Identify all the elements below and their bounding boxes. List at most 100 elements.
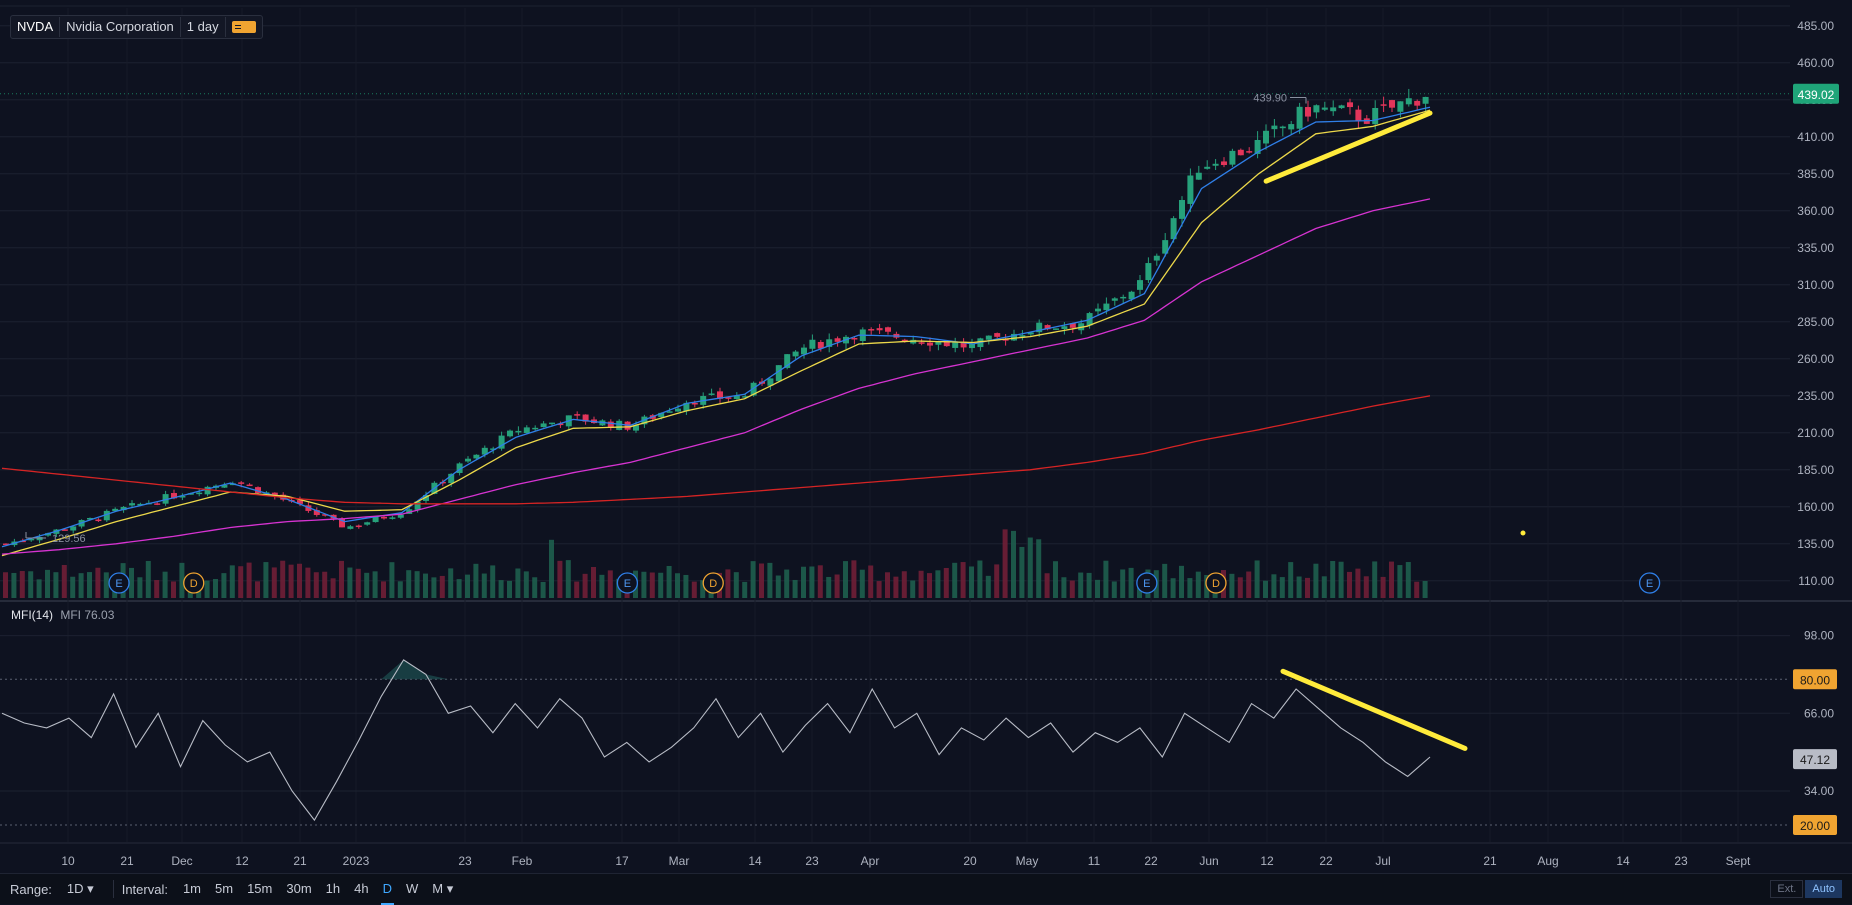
candle-body: [171, 493, 177, 499]
candle-body: [129, 503, 135, 506]
range-select[interactable]: 1D ▾: [66, 881, 94, 896]
candle-body: [1389, 100, 1395, 108]
interval-M[interactable]: M ▾: [432, 881, 454, 896]
candle-body: [347, 526, 354, 529]
mfi-overbought-fill: [381, 659, 449, 680]
price-chart[interactable]: 485.00460.00435.00410.00385.00360.00335.…: [0, 0, 1852, 873]
volume-bar: [784, 569, 790, 598]
drawing-dot: [1520, 530, 1526, 536]
volume-bar: [473, 563, 479, 598]
symbol-legend[interactable]: NVDA Nvidia Corporation 1 day: [10, 15, 263, 39]
candle-body: [1397, 101, 1404, 112]
candle-body: [87, 518, 93, 520]
mfi-y-tick-label: 98.00: [1804, 629, 1834, 643]
interval-4h[interactable]: 4h: [354, 881, 369, 896]
volume-bar: [330, 578, 336, 598]
candle-body: [1153, 255, 1160, 261]
volume-bar: [389, 562, 395, 598]
x-tick-label: 17: [615, 854, 629, 868]
volume-bar: [28, 571, 34, 598]
earnings-marker: [1136, 572, 1158, 594]
candle-body: [817, 341, 824, 349]
x-tick-label: 22: [1144, 854, 1158, 868]
candle-body: [179, 495, 186, 498]
volume-bar: [347, 567, 353, 598]
candle-body: [1405, 98, 1412, 105]
volume-bar: [1111, 581, 1117, 598]
candle-body: [1120, 296, 1127, 299]
candle-body: [960, 341, 967, 348]
volume-bar: [381, 581, 386, 598]
volume-bar: [280, 560, 286, 598]
candle-body: [162, 494, 169, 504]
volume-bar: [70, 576, 76, 598]
x-tick-label: Aug: [1537, 854, 1558, 868]
interval-label[interactable]: 1 day: [181, 17, 226, 37]
marker-label: E: [1143, 578, 1150, 590]
volume-bar: [801, 566, 806, 598]
x-tick-label: 22: [1319, 854, 1333, 868]
y-tick-label: 135.00: [1797, 537, 1834, 551]
volume-bar: [557, 560, 563, 598]
candle-body: [1422, 96, 1429, 104]
candle-body: [423, 495, 429, 501]
volume-bar: [1380, 576, 1386, 598]
ext-hours-toggle[interactable]: Ext.: [1770, 880, 1804, 898]
x-tick-label: 2023: [343, 854, 370, 868]
candle-body: [465, 458, 471, 462]
candle-body: [1195, 172, 1202, 180]
volume-bar: [263, 562, 269, 598]
interval-5m[interactable]: 5m: [215, 881, 234, 896]
x-tick-label: 14: [748, 854, 762, 868]
candle-body: [1212, 163, 1219, 166]
candle-body: [322, 514, 329, 516]
y-tick-label: 110.00: [1798, 574, 1834, 588]
candle-body: [204, 486, 211, 495]
volume-bar: [439, 575, 445, 598]
volume-bar: [406, 570, 412, 598]
candle-body: [1128, 291, 1135, 300]
volume-bar: [355, 568, 361, 598]
mfi-label: MFI(14): [11, 608, 53, 622]
symbol-label[interactable]: NVDA: [11, 17, 61, 37]
mfi-legend[interactable]: MFI(14) MFI 76.03: [11, 608, 114, 622]
volume-bar: [213, 578, 218, 598]
volume-bar: [3, 572, 8, 598]
marker-label: E: [1646, 578, 1653, 590]
volume-bar: [994, 564, 1000, 598]
last-price-badge: [1793, 83, 1839, 104]
chevron-down-icon: ▾: [87, 881, 94, 896]
candle-body: [112, 508, 119, 512]
marker-label: D: [190, 578, 198, 590]
volume-bar: [666, 565, 672, 598]
candle-body: [1036, 322, 1043, 333]
volume-bar: [145, 560, 151, 598]
menu-icon[interactable]: [231, 21, 256, 33]
candle-body: [238, 482, 245, 484]
interval-W[interactable]: W: [406, 881, 419, 896]
interval-1m[interactable]: 1m: [182, 881, 202, 896]
volume-bar: [339, 560, 344, 598]
interval-30m[interactable]: 30m: [286, 881, 312, 896]
volume-bar: [1405, 562, 1411, 598]
candle-body: [943, 341, 950, 347]
marker-label: D: [709, 578, 717, 590]
volume-bar: [977, 560, 983, 598]
volume-bar: [1011, 530, 1016, 598]
volume-bar: [649, 572, 655, 598]
volume-bar: [641, 571, 647, 598]
volume-bar: [1078, 572, 1084, 598]
candle-body: [1162, 240, 1169, 254]
volume-bar: [78, 573, 84, 598]
candle-body: [397, 514, 404, 518]
interval-D[interactable]: D: [376, 881, 399, 905]
volume-bar: [171, 581, 176, 598]
interval-1h[interactable]: 1h: [325, 881, 341, 896]
mfi-y-tick-label: 34.00: [1804, 784, 1834, 798]
candle-body: [616, 420, 623, 430]
auto-scale-toggle[interactable]: Auto: [1805, 880, 1842, 898]
last-price-label: 439.02: [1798, 88, 1835, 102]
candle-body: [633, 425, 639, 431]
interval-15m[interactable]: 15m: [247, 881, 273, 896]
volume-bar: [129, 567, 134, 598]
